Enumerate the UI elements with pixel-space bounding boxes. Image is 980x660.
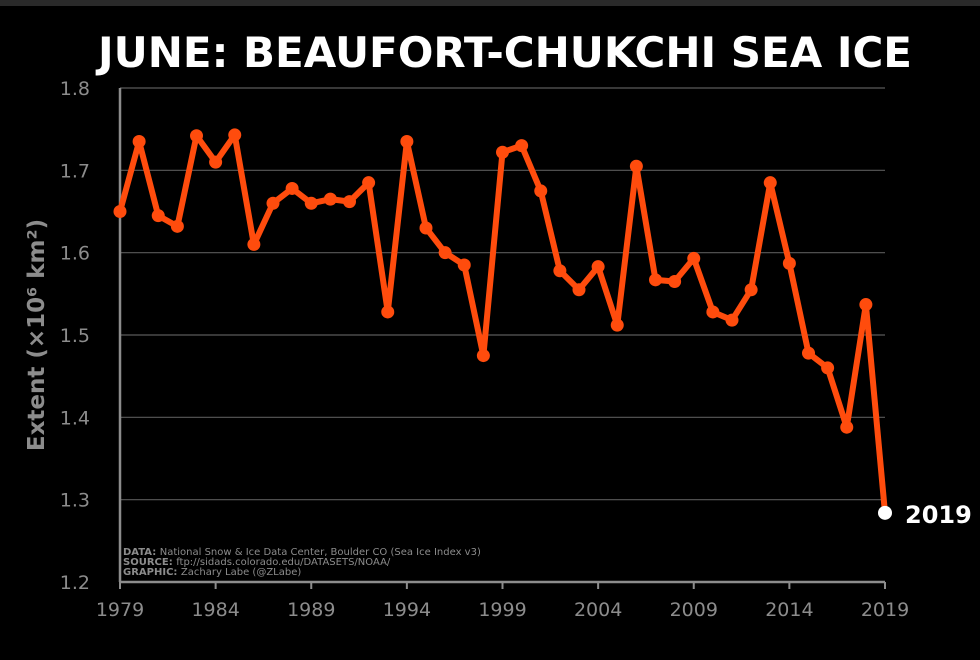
data-point	[649, 273, 662, 287]
data-point	[190, 129, 203, 143]
highlight-point	[878, 505, 892, 520]
x-tick-label: 2019	[861, 599, 909, 621]
data-point	[457, 258, 471, 272]
data-point	[170, 219, 184, 233]
data-point	[515, 139, 529, 153]
series-polyline	[117, 131, 888, 516]
data-point	[381, 305, 395, 319]
series-line	[117, 131, 888, 516]
x-tick-label: 1989	[287, 599, 335, 621]
y-tick-label: 1.5	[60, 325, 90, 347]
data-point	[706, 305, 720, 319]
x-tick-label: 2004	[574, 599, 622, 621]
data-point	[132, 135, 146, 149]
data-point	[744, 283, 758, 297]
data-point	[859, 298, 873, 312]
x-tick-label: 2009	[670, 599, 718, 621]
data-point	[419, 221, 433, 235]
x-tick-labels: 1979 1984 1989 1994 1999 2004 2009 2014 2019	[96, 582, 909, 621]
y-axis-label: Extent (×10⁶ km²)	[24, 219, 50, 451]
data-point	[247, 237, 261, 251]
data-points	[113, 128, 892, 520]
credits: DATA: National Snow & Ice Data Center, B…	[123, 547, 481, 578]
top-strip	[0, 0, 980, 6]
credit-line: DATA: National Snow & Ice Data Center, B…	[123, 547, 481, 558]
x-tick-label: 2014	[765, 599, 813, 621]
x-tick-label: 1984	[191, 599, 239, 621]
y-tick-labels: 1.2 1.3 1.4 1.5 1.6 1.7 1.8	[60, 78, 90, 594]
x-tick-label: 1994	[383, 599, 431, 621]
data-point	[553, 264, 567, 278]
data-point	[266, 196, 280, 210]
data-point	[400, 135, 414, 149]
data-point	[362, 176, 376, 190]
y-tick-label: 1.8	[60, 78, 90, 100]
data-point	[821, 361, 835, 375]
data-point	[687, 251, 701, 265]
data-point	[496, 145, 509, 159]
y-tick-label: 1.2	[60, 572, 90, 594]
data-point	[113, 205, 127, 218]
data-point	[285, 181, 299, 195]
data-point	[228, 128, 242, 142]
data-point	[763, 176, 777, 190]
y-tick-label: 1.6	[60, 243, 90, 265]
x-tick-label: 1999	[478, 599, 526, 621]
credit-line: SOURCE: ftp://sidads.colorado.edu/DATASE…	[123, 557, 391, 568]
y-tick-label: 1.4	[60, 407, 90, 429]
data-point	[782, 256, 796, 270]
y-tick-label: 1.7	[60, 160, 90, 182]
data-point	[802, 346, 815, 360]
data-point	[209, 155, 223, 169]
data-point	[572, 283, 586, 297]
data-point	[438, 246, 452, 260]
data-point	[476, 349, 490, 363]
data-point	[304, 196, 318, 210]
data-point	[343, 195, 356, 209]
x-tick-label: 1979	[96, 599, 144, 621]
y-tick-label: 1.3	[60, 490, 90, 512]
data-point	[629, 159, 643, 173]
data-point	[725, 313, 739, 327]
credit-line: GRAPHIC: Zachary Labe (@ZLabe)	[123, 567, 301, 578]
data-point	[534, 184, 548, 198]
highlight-year-label: 2019	[905, 501, 972, 529]
data-point	[323, 192, 337, 206]
data-point	[591, 260, 605, 274]
data-point	[668, 274, 682, 288]
chart-title: JUNE: BEAUFORT-CHUKCHI SEA ICE	[98, 28, 912, 77]
grid-lines	[120, 87, 885, 501]
data-point	[840, 420, 854, 434]
data-point	[610, 318, 624, 332]
data-point	[151, 209, 165, 223]
